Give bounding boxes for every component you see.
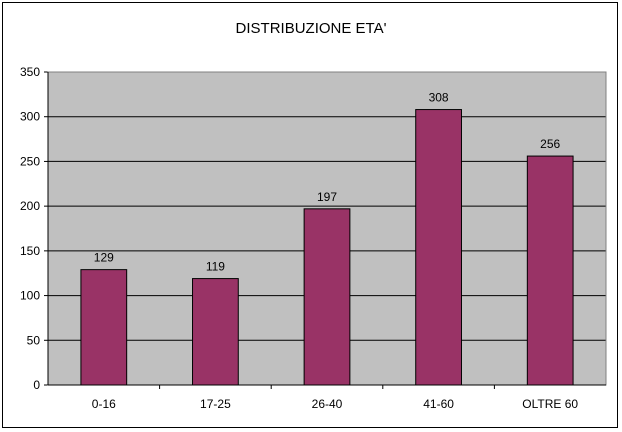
y-tick-label: 50 — [27, 333, 41, 347]
data-label: 256 — [540, 137, 560, 151]
y-tick-label: 300 — [20, 110, 40, 124]
y-tick-label: 100 — [20, 289, 40, 303]
bar — [80, 269, 128, 386]
bar — [303, 208, 351, 386]
data-label: 129 — [94, 251, 114, 265]
data-label: 119 — [206, 260, 225, 274]
y-tick-label: 200 — [20, 199, 40, 213]
x-tick-label: 41-60 — [423, 397, 454, 411]
x-tick-label: OLTRE 60 — [522, 397, 578, 411]
x-tick-label: 0-16 — [92, 397, 116, 411]
bar — [192, 278, 239, 386]
y-tick-label: 350 — [20, 65, 40, 79]
data-label: 197 — [317, 190, 337, 204]
x-tick-label: 17-25 — [200, 397, 231, 411]
data-label: 308 — [429, 91, 449, 105]
y-tick-label: 0 — [33, 378, 40, 392]
chart-title: DISTRIBUZIONE ETA' — [236, 20, 387, 37]
x-tick-label: 26-40 — [312, 397, 343, 411]
y-tick-label: 150 — [20, 244, 40, 258]
plot-area: 0 50 100 150 200 250 300 350 129 0-16 119 17-25 197 2… — [20, 65, 607, 411]
bar — [415, 109, 462, 386]
y-tick-label: 250 — [20, 154, 40, 168]
bar — [526, 155, 574, 386]
